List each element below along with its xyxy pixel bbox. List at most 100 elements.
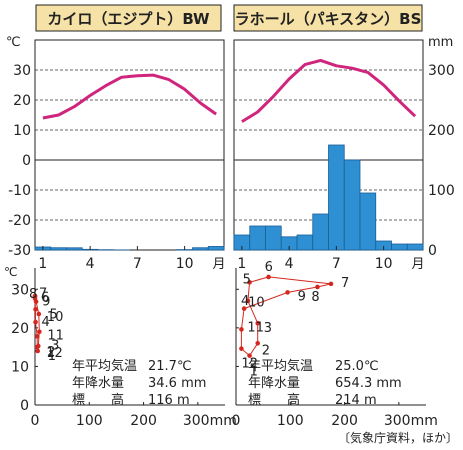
stat-value: 116 m (148, 393, 190, 408)
precip-bar (265, 225, 282, 251)
scatter-x-tick-label: 100 (277, 413, 304, 429)
panel-title-box (233, 4, 423, 32)
precip-bar (343, 159, 361, 251)
scatter-point-label: 12 (46, 346, 63, 361)
temp-tick-label: 10 (13, 123, 31, 139)
scatter-point-label: 8 (29, 287, 37, 302)
scatter-point (247, 280, 252, 285)
scatter-point-label: 10 (47, 310, 64, 325)
stat-value: 34.6 mm (148, 376, 206, 391)
scatter-point-label: 7 (341, 276, 349, 291)
scatter-x-tick-label: 0 (232, 413, 241, 429)
scatter-y-tick-label: 30 (11, 282, 29, 298)
stat-value: 654.3 mm (335, 376, 402, 391)
temperature-line (241, 58, 417, 123)
scatter-point-label: 9 (298, 289, 306, 304)
scatter-point-label: 1 (250, 365, 258, 380)
scatter-point-label: 9 (42, 295, 50, 310)
panel-title: ラホール（パキスタン）BS (235, 10, 422, 28)
scatter-point-label: 12 (241, 357, 258, 372)
scatter-x-tick-label: 0 (31, 413, 40, 429)
scatter-point-label: 1 (48, 349, 56, 364)
scatter-point (34, 334, 40, 339)
source-note: 〔気象庁資料，ほか〕 (338, 430, 458, 445)
scatter-x-tick-label: 300mm (183, 413, 237, 429)
scatter-point (36, 311, 42, 317)
scatter-point (32, 293, 38, 299)
scatter-point (35, 343, 41, 349)
scatter-point-label: 2 (262, 343, 270, 358)
precip-bar (249, 225, 266, 251)
precip-bar (391, 243, 408, 251)
scatter-point (247, 353, 252, 358)
scatter-point (37, 329, 42, 335)
plot-area (34, 39, 225, 251)
scatter-point-label: 8 (311, 290, 319, 305)
scatter-point (33, 299, 39, 304)
stat-label: 標 高 (72, 392, 124, 408)
precip-bar (66, 247, 83, 251)
temp-tick-label: -10 (8, 183, 31, 199)
month-unit-label: 月 (411, 257, 424, 272)
scatter-point (35, 348, 41, 354)
precip-bar (406, 243, 424, 251)
x-tick-label: 1 (38, 256, 47, 272)
panel-title-box (35, 4, 222, 32)
stat-value: 214 m (335, 393, 377, 408)
scatter-point (285, 290, 290, 295)
temp-tick-label: -20 (8, 213, 31, 229)
scatter-point-label: 4 (241, 294, 249, 309)
x-tick-label: 7 (133, 256, 142, 272)
precip-bar (207, 246, 225, 251)
scatter-x-tick-label: 100 (76, 413, 103, 429)
precip-bar (328, 144, 345, 251)
x-tick-label: 4 (285, 256, 294, 272)
precip-bar (359, 192, 377, 251)
scatter-point-label: 11 (247, 320, 264, 335)
scatter-point-label: 3 (264, 321, 272, 336)
scatter-point (255, 340, 261, 346)
scatter-point (315, 284, 320, 290)
temp-unit-label: ℃ (6, 35, 21, 50)
scatter-point-label: 11 (47, 329, 64, 344)
stat-label: 標 高 (248, 392, 300, 408)
scatter-point (239, 327, 244, 332)
scatter-y-tick-label: 10 (11, 359, 29, 375)
x-tick-label: 4 (86, 256, 95, 272)
stat-value: 25.0℃ (335, 359, 379, 374)
x-tick-label: 7 (332, 256, 341, 272)
scatter-point-label: 5 (243, 272, 251, 287)
x-tick-label: 10 (176, 256, 194, 272)
stat-label: 年降水量 (248, 376, 300, 391)
scatter-point (33, 307, 38, 312)
stat-label: 年平均気温 (248, 358, 313, 374)
panel-title: カイロ（エジプト）BW (47, 10, 210, 28)
scatter-point-label: 10 (248, 296, 265, 311)
temp-tick-label: 30 (13, 63, 31, 79)
scatter-x-tick-label: 200 (331, 413, 358, 429)
scatter-point (241, 306, 247, 311)
temp-tick-label: -30 (8, 243, 31, 259)
x-tick-label: 1 (237, 256, 246, 272)
temperature-line (42, 73, 217, 120)
scatter-temp-unit: ℃ (4, 265, 17, 279)
precip-bar (192, 247, 209, 251)
stat-label: 年降水量 (72, 376, 124, 391)
scatter-point-label: 5 (50, 307, 58, 322)
scatter-point-label: 2 (47, 345, 55, 360)
scatter-x-tick-label: 200 (130, 413, 157, 429)
precip-tick-label: 0 (428, 243, 437, 259)
month-unit-label: 月 (212, 257, 225, 272)
precip-tick-label: 100 (428, 183, 455, 199)
scatter-point (255, 320, 261, 326)
scatter-y-tick-label: 0 (20, 398, 29, 414)
scatter-point-label: 4 (42, 315, 50, 330)
scatter-point-label: 6 (265, 260, 273, 275)
precip-bar (296, 234, 314, 251)
scatter-point (328, 281, 334, 287)
stat-value: 21.7℃ (148, 359, 192, 374)
precip-tick-label: 200 (428, 123, 455, 139)
scatter-x-tick-label: 300mm (384, 413, 438, 429)
temp-tick-label: 20 (13, 93, 31, 109)
